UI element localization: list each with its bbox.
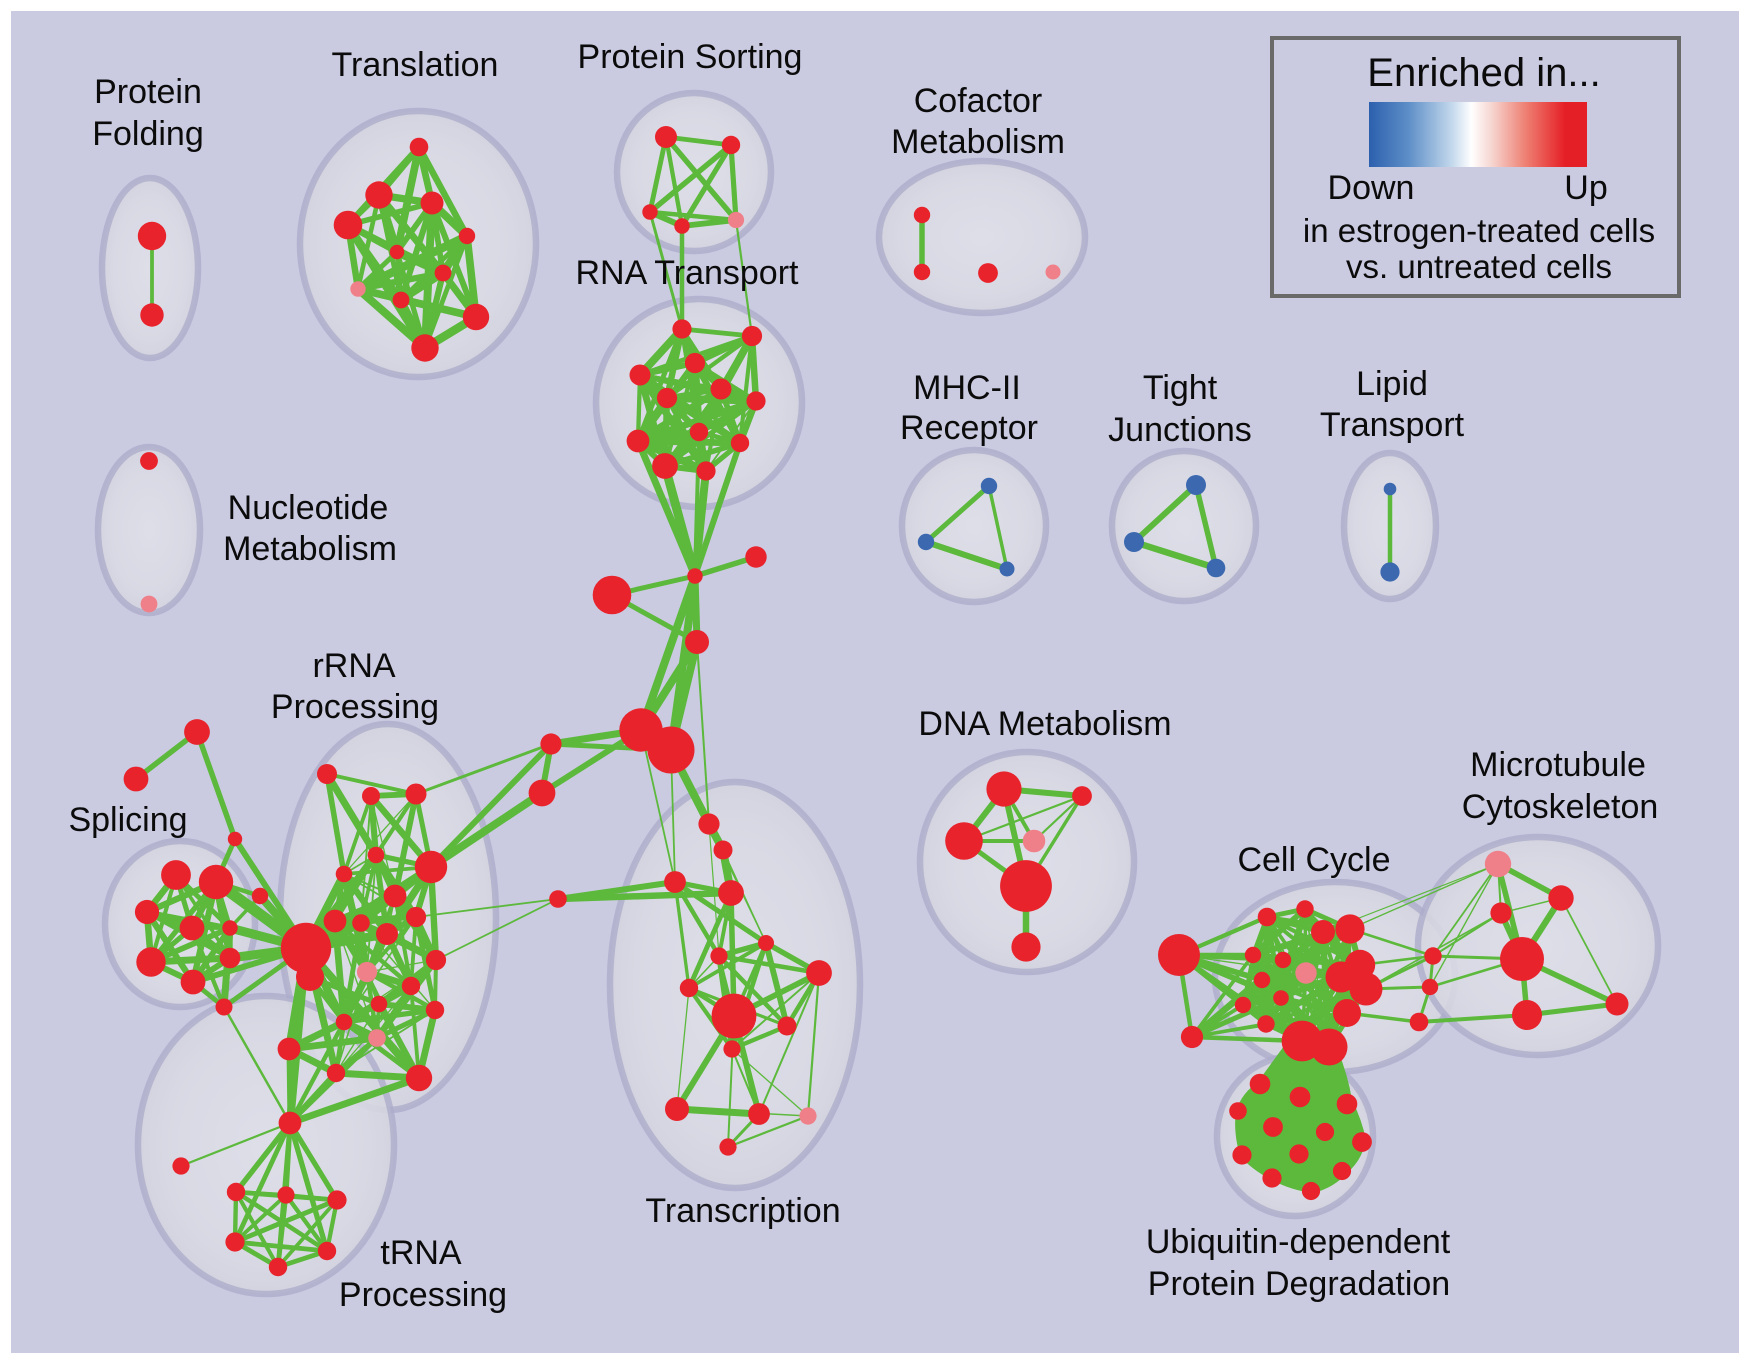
svg-text:tRNA: tRNA [380,1234,462,1272]
svg-text:Nucleotide: Nucleotide [228,489,389,527]
svg-text:Receptor: Receptor [900,409,1038,447]
svg-text:Folding: Folding [92,115,204,153]
svg-text:Microtubule: Microtubule [1470,746,1646,784]
svg-text:MHC-II: MHC-II [913,369,1021,407]
svg-text:Processing: Processing [339,1276,507,1314]
svg-text:Ubiquitin-dependent: Ubiquitin-dependent [1146,1223,1451,1261]
svg-text:Enriched in...: Enriched in... [1367,51,1600,95]
svg-text:Transport: Transport [1320,406,1465,444]
svg-text:Cell Cycle: Cell Cycle [1237,841,1390,879]
svg-text:Lipid: Lipid [1356,365,1428,403]
svg-text:Translation: Translation [332,46,499,84]
svg-text:Metabolism: Metabolism [891,123,1065,161]
svg-text:in estrogen-treated cells: in estrogen-treated cells [1303,212,1655,249]
svg-text:Cytoskeleton: Cytoskeleton [1462,788,1659,826]
svg-text:DNA Metabolism: DNA Metabolism [918,705,1171,743]
svg-text:Processing: Processing [271,688,439,726]
svg-text:Junctions: Junctions [1108,411,1252,449]
svg-text:Protein Degradation: Protein Degradation [1148,1265,1450,1303]
svg-text:vs. untreated cells: vs. untreated cells [1346,248,1612,285]
svg-text:Down: Down [1328,169,1415,207]
svg-text:rRNA: rRNA [312,647,395,685]
svg-text:Transcription: Transcription [645,1192,840,1230]
svg-text:Splicing: Splicing [68,801,187,839]
svg-text:RNA Transport: RNA Transport [576,254,800,292]
svg-text:Metabolism: Metabolism [223,530,397,568]
svg-text:Tight: Tight [1143,369,1218,407]
svg-text:Protein: Protein [94,73,202,111]
svg-text:Up: Up [1564,169,1607,207]
svg-text:Protein Sorting: Protein Sorting [578,38,803,76]
svg-text:Cofactor: Cofactor [914,82,1043,120]
